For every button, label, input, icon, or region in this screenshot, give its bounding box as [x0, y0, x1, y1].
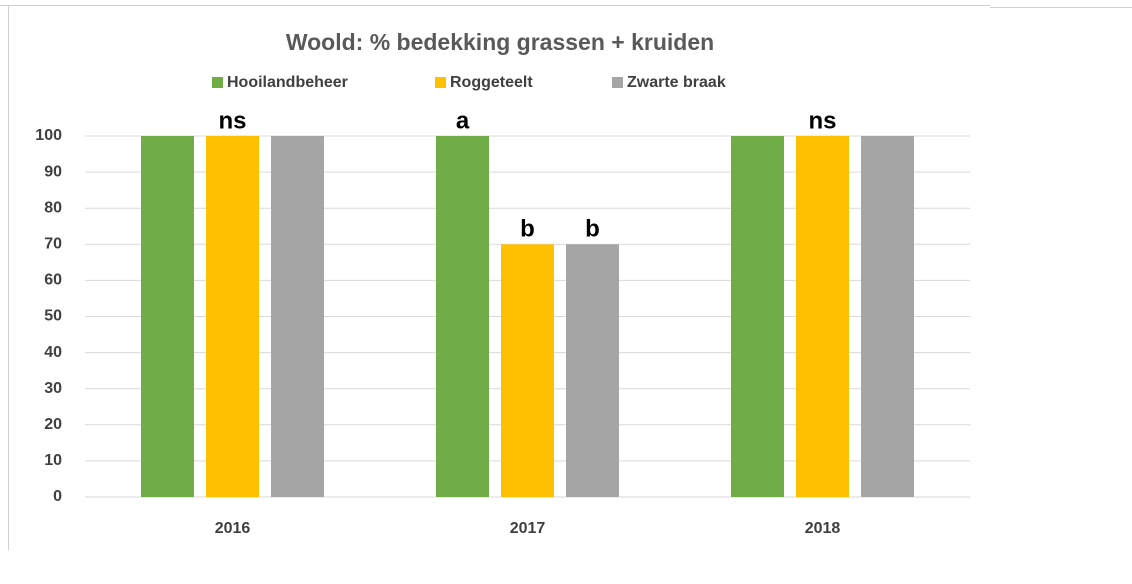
value-label: ns — [808, 107, 836, 134]
bar — [501, 244, 554, 497]
x-tick-label: 2018 — [805, 520, 841, 537]
value-label: b — [520, 216, 535, 243]
y-tick-label: 70 — [44, 236, 62, 253]
y-tick-label: 10 — [44, 452, 62, 469]
legend-swatch — [435, 77, 446, 88]
value-label: ns — [218, 107, 246, 134]
bar — [566, 244, 619, 497]
y-tick-label: 30 — [44, 380, 62, 397]
legend-label: Roggeteelt — [450, 74, 533, 91]
bar — [731, 136, 784, 497]
bar — [436, 136, 489, 497]
legend-swatch — [212, 77, 223, 88]
y-tick-label: 90 — [44, 163, 62, 180]
bar — [796, 136, 849, 497]
y-tick-label: 40 — [44, 344, 62, 361]
value-label: b — [585, 216, 600, 243]
x-tick-label: 2016 — [215, 520, 251, 537]
bar — [861, 136, 914, 497]
y-tick-label: 20 — [44, 416, 62, 433]
value-label: a — [456, 107, 470, 134]
x-tick-label: 2017 — [510, 520, 546, 537]
legend-swatch — [612, 77, 623, 88]
y-tick-label: 100 — [35, 127, 62, 144]
y-tick-label: 0 — [53, 488, 62, 505]
bar — [141, 136, 194, 497]
y-tick-label: 80 — [44, 199, 62, 216]
bar — [271, 136, 324, 497]
legend-label: Hooilandbeheer — [227, 74, 348, 91]
chart-title: Woold: % bedekking grassen + kruiden — [286, 29, 714, 55]
y-tick-label: 50 — [44, 308, 62, 325]
y-tick-label: 60 — [44, 272, 62, 289]
bar — [206, 136, 259, 497]
legend-label: Zwarte braak — [627, 74, 726, 91]
